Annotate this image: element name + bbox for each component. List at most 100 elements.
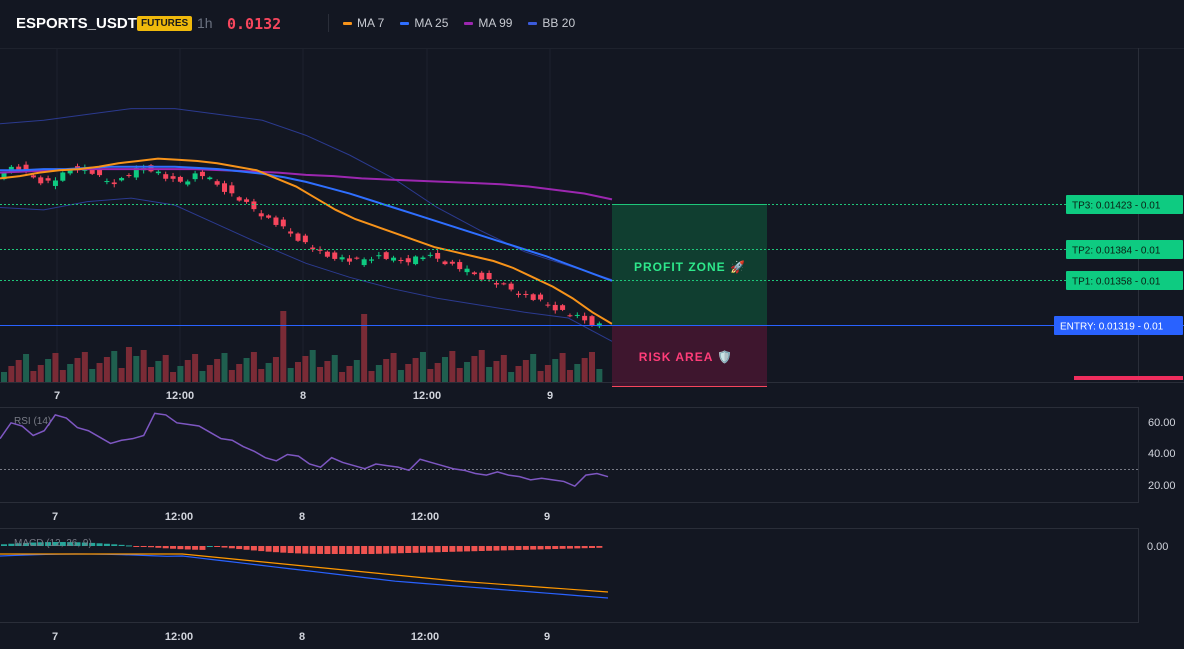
macd-bar	[199, 546, 206, 550]
symbol-name[interactable]: ESPORTS_USDT	[16, 15, 137, 32]
legend-ma99[interactable]: MA 99	[464, 16, 512, 30]
candle-body	[222, 183, 227, 192]
level-tag	[1066, 195, 1183, 214]
candle-body	[376, 255, 382, 257]
macd-bar	[280, 546, 287, 553]
futures-badge: FUTURES	[137, 16, 193, 31]
x-tick-label: 8	[300, 390, 306, 402]
candle-body	[530, 294, 536, 300]
candle-body	[582, 315, 588, 321]
volume-bar	[383, 359, 390, 382]
volume-bar	[155, 361, 162, 382]
volume-bar	[74, 358, 81, 382]
macd-bar	[478, 546, 485, 551]
macd-bar	[515, 546, 522, 550]
macd-bar	[30, 542, 37, 546]
macd-bar	[412, 546, 419, 553]
legend-swatch	[400, 21, 410, 25]
macd-bar	[287, 546, 294, 554]
volume-bar	[390, 353, 397, 382]
candle-body	[449, 261, 455, 264]
volume-bar	[170, 372, 177, 382]
macd-bar	[15, 543, 22, 546]
macd-bar	[353, 546, 360, 554]
candle-body	[273, 217, 279, 225]
candle-body	[192, 173, 198, 180]
legend-swatch	[343, 21, 352, 25]
macd-bar	[383, 546, 390, 554]
volume-bar	[405, 364, 412, 382]
candle-body	[258, 213, 264, 217]
volume-bar	[111, 351, 118, 382]
volume-bar	[265, 363, 272, 382]
interval-selector[interactable]: 1h	[197, 15, 213, 31]
ma99-line	[0, 168, 613, 201]
candle-body	[486, 272, 492, 280]
macd-bar	[486, 546, 493, 551]
volume-bar	[353, 360, 360, 382]
volume-bar	[581, 358, 588, 382]
macd-bar	[522, 546, 529, 550]
candle-body	[229, 185, 235, 194]
legend-ma25[interactable]: MA 25	[400, 16, 448, 30]
level-tag	[1054, 316, 1183, 335]
macd-bar	[442, 546, 448, 552]
macd-bar	[589, 546, 595, 548]
candle-body	[185, 181, 191, 185]
macd-line	[0, 553, 609, 599]
legend-ma7[interactable]: MA 7	[343, 16, 384, 30]
candle-body	[361, 259, 367, 266]
macd-bar	[464, 546, 471, 552]
volume-bar	[8, 366, 15, 382]
macd-bar	[258, 546, 265, 552]
volume-bar	[206, 365, 213, 382]
volume-bar	[317, 367, 324, 382]
price-levels: TP3: 0.01423 - 0.01 TP2: 0.01384 - 0.01 TP…	[0, 195, 1184, 335]
candle-body	[596, 323, 602, 327]
volume-bar	[81, 352, 88, 382]
ma7-line	[0, 157, 613, 325]
volume-bar	[515, 366, 522, 382]
volume-bar	[456, 368, 463, 382]
risk-zone	[612, 325, 767, 386]
volume-bar	[566, 370, 573, 382]
candle-body	[354, 257, 360, 259]
macd-bar	[544, 546, 551, 550]
macd-bar	[52, 542, 59, 546]
macd-label: MACD (12, 26, 9)	[14, 538, 92, 549]
rsi-tick-label: 40.00	[1148, 448, 1176, 460]
candle-body	[398, 259, 404, 262]
volume-bar	[23, 354, 30, 382]
candle-body	[1, 172, 7, 180]
legend-label: MA 25	[414, 16, 449, 30]
legend-swatch	[528, 21, 538, 25]
volume-bar	[537, 371, 544, 382]
volume-bar	[574, 364, 581, 382]
candle-body	[501, 283, 507, 285]
volume-bar	[30, 371, 37, 382]
volume-bar	[361, 314, 368, 382]
rsi-pane: RSI (14) 60.00 40.00 20.00 7 12:00 8 12:…	[0, 407, 1176, 523]
x-tick-label: 12:00	[413, 390, 441, 402]
macd-bar	[162, 546, 169, 549]
x-tick-label: 8	[299, 631, 305, 643]
candle-body	[23, 164, 29, 171]
volume-bar	[302, 356, 309, 382]
bb-lower	[0, 197, 613, 342]
volume-bar	[103, 357, 110, 382]
macd-bar	[537, 546, 544, 550]
candle-body	[538, 294, 544, 300]
volume-bar	[59, 370, 66, 382]
bb-upper	[0, 108, 613, 281]
macd-bar	[23, 542, 30, 546]
macd-bar	[309, 546, 316, 554]
volume-bar	[221, 353, 228, 382]
macd-bar	[302, 546, 309, 554]
macd-bar	[184, 546, 191, 550]
macd-bar	[552, 546, 559, 549]
volume-bar	[449, 351, 456, 382]
legend-bb20[interactable]: BB 20	[528, 16, 575, 30]
candle-body	[170, 176, 176, 179]
volume-bar	[15, 360, 22, 382]
